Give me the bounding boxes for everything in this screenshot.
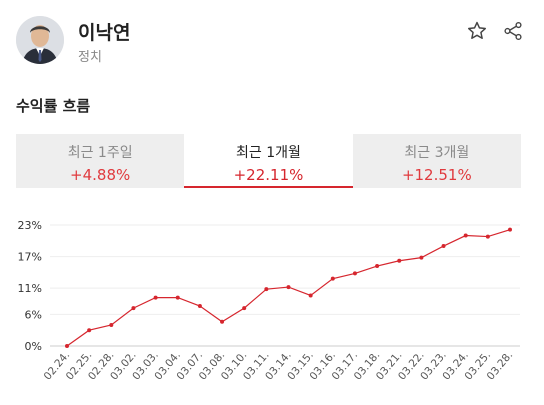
data-point[interactable] xyxy=(463,233,468,238)
data-point[interactable] xyxy=(508,227,512,232)
tab-return-value: +22.11% xyxy=(233,166,304,184)
data-point[interactable] xyxy=(242,306,247,311)
data-point[interactable] xyxy=(65,344,69,348)
data-point[interactable] xyxy=(264,287,269,292)
y-tick-label: 0% xyxy=(25,340,42,353)
tab-label: 최근 3개월 xyxy=(404,145,470,161)
data-point[interactable] xyxy=(87,328,92,333)
data-point[interactable] xyxy=(330,276,335,281)
tab-return-value: +12.51% xyxy=(401,166,472,184)
y-tick-label: 23% xyxy=(18,219,42,232)
star-outline-icon[interactable] xyxy=(466,20,488,42)
y-tick-label: 6% xyxy=(25,308,42,321)
data-point[interactable] xyxy=(197,304,202,309)
profile-category: 정치 xyxy=(78,50,102,65)
tab-label: 최근 1개월 xyxy=(236,145,301,161)
data-point[interactable] xyxy=(352,271,357,276)
tab-1-week[interactable]: 최근 1주일 +4.88% xyxy=(16,134,185,188)
return-line-chart: 0%6%11%17%23%02.24.02.25.02.28.03.02.03.… xyxy=(18,219,520,383)
data-point[interactable] xyxy=(375,264,380,269)
profile-name: 이낙연 xyxy=(78,22,131,44)
data-point[interactable] xyxy=(308,293,313,298)
data-point[interactable] xyxy=(286,285,291,290)
share-icon[interactable] xyxy=(502,20,524,42)
data-point[interactable] xyxy=(131,306,136,311)
avatar[interactable] xyxy=(16,16,64,64)
data-point[interactable] xyxy=(397,258,402,263)
data-point[interactable] xyxy=(175,295,180,300)
data-point[interactable] xyxy=(419,255,424,260)
data-point[interactable] xyxy=(441,244,446,249)
data-point[interactable] xyxy=(485,234,490,239)
data-point[interactable] xyxy=(220,319,225,324)
section-title: 수익률 흐름 xyxy=(16,97,91,115)
profile-header: 이낙연 정치 xyxy=(16,14,528,68)
y-tick-label: 17% xyxy=(18,251,42,264)
tab-3-months[interactable]: 최근 3개월 +12.51% xyxy=(352,134,521,188)
data-point[interactable] xyxy=(153,295,158,300)
tab-1-month[interactable]: 최근 1개월 +22.11% xyxy=(184,134,353,188)
data-point[interactable] xyxy=(109,322,114,327)
period-tabs: 최근 1주일 +4.88% 최근 1개월 +22.11% 최근 3개월 +12.… xyxy=(16,134,521,188)
tab-return-value: +4.88% xyxy=(70,166,131,184)
tab-label: 최근 1주일 xyxy=(67,145,133,161)
y-tick-label: 11% xyxy=(18,282,42,295)
